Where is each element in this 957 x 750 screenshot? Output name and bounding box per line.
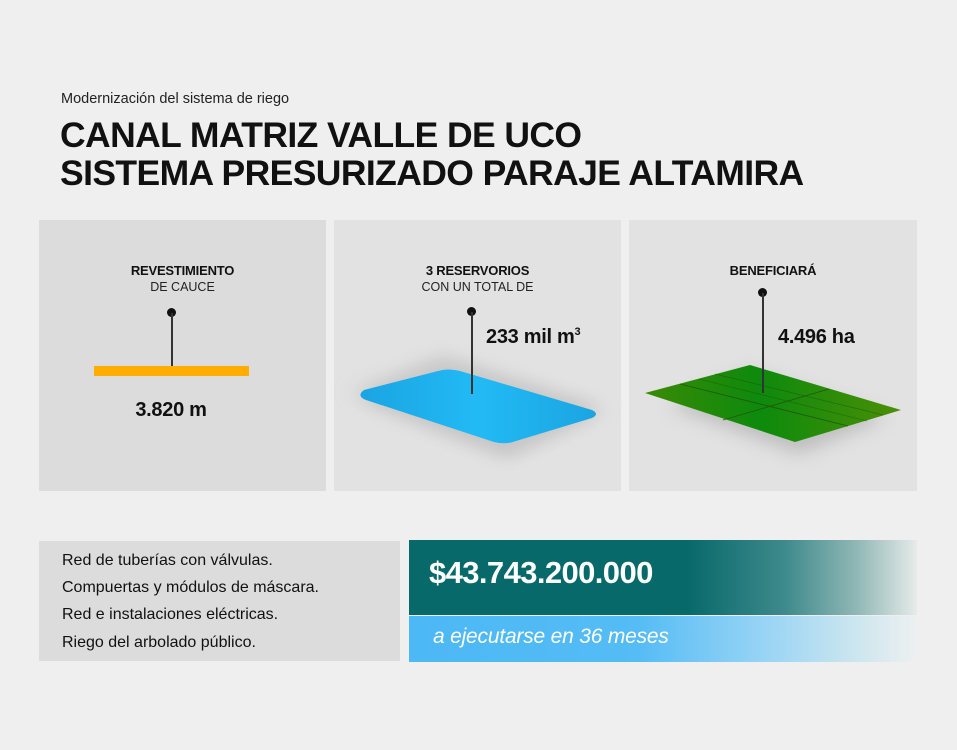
panel-channel-lining: REVESTIMIENTO DE CAUCE 3.820 m [39,220,326,491]
feature-item: Compuertas y módulos de máscara. [62,579,319,596]
pin-dot-icon [758,288,767,297]
budget-duration: a ejecutarse en 36 meses [433,625,669,648]
label-strong: 3 RESERVORIOS [425,263,530,278]
title-line-2: SISTEMA PRESURIZADO PARAJE ALTAMIRA [60,153,804,193]
pin-line [762,293,764,393]
pin-line [471,312,473,394]
budget-block: $43.743.200.000 a ejecutarse en 36 meses [409,540,917,662]
budget-amount: $43.743.200.000 [429,555,653,590]
features-list: Red de tuberías con válvulas. Compuertas… [39,541,400,661]
value-text: 233 mil m [486,326,575,348]
panel-value: 233 mil m3 [486,326,581,349]
panel-value: 4.496 ha [778,326,855,348]
reservoir-graphic [348,356,606,456]
panel-hectares: BENEFICIARÁ 4.496 ha [629,220,917,491]
panel-reservoirs: 3 RESERVORIOS CON UN TOTAL DE 233 mil m3 [334,220,621,491]
feature-item: Red de tuberías con válvulas. [62,552,273,569]
pin-dot-icon [467,307,476,316]
feature-item: Red e instalaciones eléctricas. [62,606,279,623]
label-light: CON UN TOTAL DE [421,280,534,294]
channel-bar-graphic [94,366,249,376]
budget-duration-band: a ejecutarse en 36 meses [409,616,917,662]
panel-label: BENEFICIARÁ [629,263,917,278]
label-strong: BENEFICIARÁ [729,263,817,278]
panel-value: 3.820 m [135,399,207,421]
value-superscript: 3 [574,326,581,338]
panel-label: 3 RESERVORIOS CON UN TOTAL DE [334,263,621,294]
panel-label: REVESTIMIENTO DE CAUCE [39,263,326,294]
field-graphic [645,365,901,454]
budget-amount-band: $43.743.200.000 [409,540,917,615]
title-line-1: CANAL MATRIZ VALLE DE UCO [60,115,582,155]
page-title: CANAL MATRIZ VALLE DE UCO SISTEMA PRESUR… [60,116,804,192]
label-light: DE CAUCE [150,280,215,294]
feature-item: Riego del arbolado público. [62,634,256,651]
label-strong: REVESTIMIENTO [130,263,235,278]
header-kicker: Modernización del sistema de riego [61,91,290,107]
pin-line [171,313,173,367]
pin-dot-icon [167,308,176,317]
